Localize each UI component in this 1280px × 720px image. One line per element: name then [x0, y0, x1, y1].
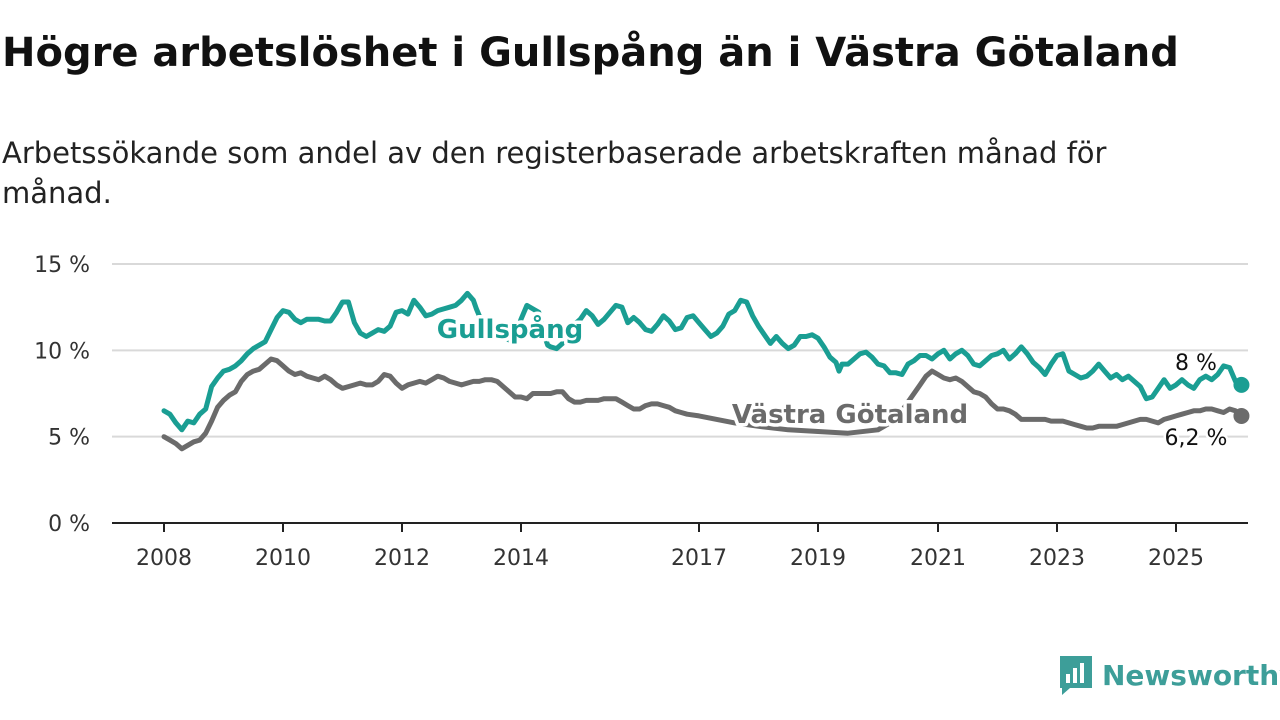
x-tick-label: 2012 [374, 546, 430, 571]
y-tick-label: 0 % [48, 512, 90, 537]
newsworthy-logo-icon [1060, 656, 1092, 695]
chart-subtitle: Arbetssökande som andel av den registerb… [2, 136, 1107, 210]
brand-logo: Newsworthy [1058, 654, 1280, 696]
y-tick-labels: 0 % 5 % 10 % 15 % [34, 253, 90, 537]
series-lines [161, 290, 1250, 452]
series-name-label: Västra Götaland [732, 400, 968, 430]
series-name-label: Gullspång [437, 313, 583, 345]
x-tick-label: 2025 [1148, 546, 1204, 571]
series-end-value-label: 6,2 % [1165, 426, 1228, 451]
series-labels: Gullspång Västra Götaland 8 % 6,2 % [433, 310, 1230, 454]
series-end-marker-0 [1233, 376, 1250, 393]
y-tick-label: 15 % [34, 253, 90, 278]
x-tick-label: 2021 [910, 546, 966, 571]
y-gridlines [112, 263, 1248, 438]
x-tick-label: 2023 [1029, 546, 1085, 571]
series-line-1 [161, 356, 1244, 452]
y-tick-label: 10 % [34, 339, 90, 364]
x-ticks: 2008 2010 2012 2014 2017 2019 2021 2023 2025 [136, 523, 1204, 571]
series-end-marker-1 [1233, 407, 1250, 424]
x-tick-label: 2014 [493, 546, 549, 571]
y-tick-label: 5 % [48, 426, 90, 451]
x-tick-label: 2010 [255, 546, 311, 571]
line-chart: 0 %5 %10 %15 % 2008 2010 2012 2014 2017 2019 2… [34, 253, 1250, 571]
series-end-value-label: 8 % [1175, 351, 1217, 376]
brand-name: Newsworthy [1102, 658, 1280, 692]
chart-title: Högre arbetslöshet i Gullspång än i Väst… [2, 30, 1179, 76]
x-tick-label: 2019 [790, 546, 846, 571]
series-line-0 [161, 290, 1244, 433]
x-tick-label: 2008 [136, 546, 192, 571]
x-tick-label: 2017 [671, 546, 727, 571]
